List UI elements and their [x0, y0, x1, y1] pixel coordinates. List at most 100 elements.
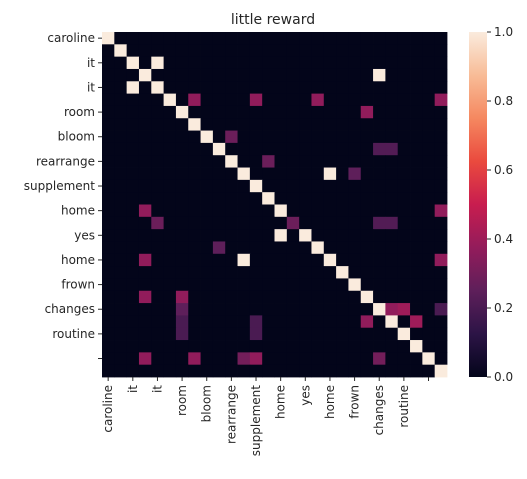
heatmap-cell — [385, 142, 399, 156]
heatmap-cell — [397, 352, 411, 366]
heatmap-cell — [410, 56, 423, 70]
heatmap-cell — [422, 241, 436, 255]
heatmap-cell — [274, 204, 288, 218]
heatmap-cell — [249, 315, 263, 329]
heatmap-cell — [102, 155, 115, 168]
heatmap-cell — [323, 340, 337, 353]
heatmap-cell — [175, 155, 189, 168]
heatmap-cell — [299, 155, 312, 168]
heatmap-cell — [397, 315, 411, 329]
heatmap-cell — [126, 229, 140, 242]
heatmap-cell — [126, 303, 140, 316]
heatmap-cell — [212, 352, 226, 366]
heatmap-cell — [114, 352, 128, 366]
heatmap-cell — [422, 364, 436, 378]
heatmap-cell — [163, 364, 177, 378]
heatmap-cell — [385, 340, 399, 353]
heatmap-cell — [188, 81, 201, 95]
heatmap-cell — [188, 167, 201, 181]
heatmap-cell — [348, 142, 362, 156]
heatmap-cell — [410, 130, 423, 144]
heatmap-cell — [397, 303, 411, 316]
colorbar — [469, 32, 487, 377]
heatmap-cell — [102, 167, 115, 181]
heatmap-cell — [373, 290, 386, 304]
heatmap-cell — [151, 93, 165, 107]
heatmap-cell — [262, 204, 275, 218]
heatmap-cell — [151, 56, 165, 70]
heatmap-cell — [385, 278, 399, 292]
heatmap-cell — [311, 105, 325, 119]
heatmap-cell — [434, 68, 448, 82]
heatmap-cell — [163, 179, 177, 193]
heatmap-cell — [114, 118, 128, 131]
heatmap-cell — [434, 241, 448, 255]
heatmap-cell — [336, 32, 349, 45]
heatmap-cell — [175, 364, 189, 378]
heatmap-cell — [175, 44, 189, 58]
heatmap-cell — [299, 253, 312, 267]
heatmap-cell — [323, 266, 337, 279]
colorbar-tick-label: 0.4 — [494, 232, 513, 246]
heatmap-cell — [102, 32, 115, 45]
heatmap-cell — [212, 340, 226, 353]
heatmap-cell — [323, 93, 337, 107]
heatmap-cell — [212, 105, 226, 119]
heatmap-cell — [237, 56, 251, 70]
heatmap-cell — [434, 192, 448, 205]
heatmap-cell — [348, 44, 362, 58]
heatmap-cell — [299, 167, 312, 181]
heatmap-cell — [373, 229, 386, 242]
heatmap-cell — [311, 32, 325, 45]
heatmap-cell — [237, 290, 251, 304]
heatmap-cell — [200, 179, 214, 193]
heatmap-cell — [163, 155, 177, 168]
heatmap-cell — [163, 290, 177, 304]
heatmap-cell — [410, 179, 423, 193]
heatmap-cell — [422, 68, 436, 82]
heatmap-cell — [274, 216, 288, 230]
heatmap-cell — [102, 56, 115, 70]
heatmap-cell — [114, 167, 128, 181]
heatmap-cell — [225, 68, 238, 82]
heatmap-cell — [274, 32, 288, 45]
heatmap-cell — [360, 340, 374, 353]
heatmap-cell — [348, 155, 362, 168]
heatmap-cell — [373, 204, 386, 218]
heatmap-cell — [249, 192, 263, 205]
heatmap-cell — [114, 179, 128, 193]
heatmap-cell — [286, 32, 300, 45]
heatmap-cell — [225, 155, 238, 168]
heatmap-cell — [188, 241, 201, 255]
heatmap-cell — [249, 44, 263, 58]
heatmap-cell — [188, 68, 201, 82]
heatmap-cell — [200, 93, 214, 107]
heatmap-cell — [225, 81, 238, 95]
heatmap-cell — [410, 303, 423, 316]
x-tick-label: home — [274, 385, 288, 419]
heatmap-cell — [422, 216, 436, 230]
heatmap-cell — [114, 327, 128, 341]
heatmap-cell — [299, 315, 312, 329]
y-axis-tick-labels: caroline it it room bloom rearrange supplement… — [24, 31, 102, 360]
heatmap-cell — [360, 327, 374, 341]
heatmap-cell — [126, 278, 140, 292]
heatmap-cell — [163, 192, 177, 205]
heatmap-cell — [323, 192, 337, 205]
heatmap-cell — [138, 192, 152, 205]
heatmap-cell — [348, 105, 362, 119]
heatmap-cell — [225, 216, 238, 230]
heatmap-cell — [151, 241, 165, 255]
heatmap-cell — [348, 253, 362, 267]
heatmap-cell — [397, 229, 411, 242]
heatmap-cell — [237, 364, 251, 378]
heatmap-cell — [299, 352, 312, 366]
heatmap-cell — [410, 327, 423, 341]
heatmap-cell — [373, 352, 386, 366]
heatmap-cell — [422, 155, 436, 168]
heatmap-cell — [422, 327, 436, 341]
heatmap-cell — [360, 352, 374, 366]
heatmap-cell — [274, 81, 288, 95]
heatmap-cell — [373, 142, 386, 156]
heatmap-cell — [360, 155, 374, 168]
